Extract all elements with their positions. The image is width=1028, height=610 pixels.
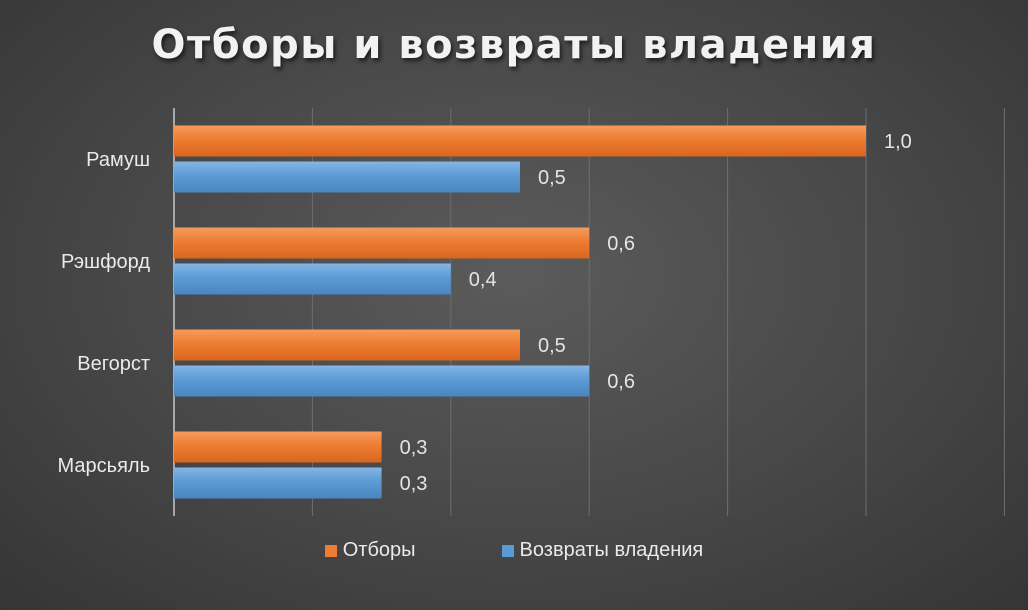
- category-label: Вегорст: [77, 353, 150, 375]
- chart-title: Отборы и возвраты владения: [151, 22, 877, 68]
- bar-recoveries: [174, 161, 520, 193]
- bar-recoveries: [174, 467, 382, 499]
- legend-label-tackles: Отборы: [342, 539, 416, 561]
- bar-tackles: [174, 125, 866, 157]
- data-label: 0,3: [400, 437, 428, 459]
- category-label: Рамуш: [86, 149, 150, 171]
- data-label: 0,6: [607, 233, 635, 255]
- bar-tackles: [174, 227, 590, 259]
- data-label: 0,6: [607, 371, 635, 393]
- category-label: Рэшфорд: [61, 251, 150, 273]
- legend-label-recoveries: Возвраты владения: [519, 539, 704, 561]
- data-label: 0,5: [538, 167, 566, 189]
- bar-tackles: [174, 329, 520, 361]
- legend-swatch-tackles: [324, 544, 337, 557]
- category-label: Марсьяль: [58, 455, 150, 477]
- bar-recoveries: [174, 365, 590, 397]
- data-label: 0,3: [400, 473, 428, 495]
- data-label: 1,0: [884, 131, 912, 153]
- legend-item-recoveries: Возвраты владения: [501, 539, 704, 562]
- data-label: 0,4: [469, 269, 497, 291]
- bar-recoveries: [174, 263, 451, 295]
- data-label: 0,5: [538, 335, 566, 357]
- legend-item-tackles: Отборы: [324, 539, 416, 562]
- legend-swatch-recoveries: [501, 544, 514, 557]
- bar-tackles: [174, 431, 382, 463]
- legend: Отборы Возвраты владения: [0, 539, 1028, 562]
